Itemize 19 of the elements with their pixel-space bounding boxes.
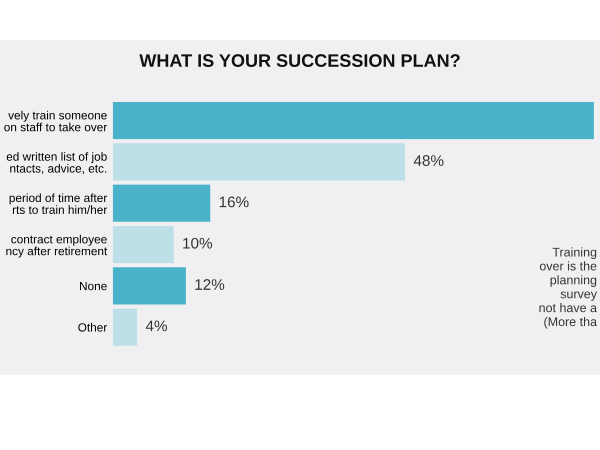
annotation: Training over is the planning survey not have a (More tha [539,247,598,329]
data-label: 10% [183,238,212,249]
bar [112,184,210,222]
bar [112,102,594,140]
bar [112,143,406,180]
bar [112,267,186,304]
y-tick-label: vely train someone on staff to take over [4,110,108,132]
chart-title: WHAT IS YOUR SUCCESSION PLAN? [139,54,460,67]
data-label: 12% [195,279,224,290]
data-label: 48% [414,155,444,166]
y-tick-label: None [80,282,107,290]
y-tick-label: Other [78,322,108,332]
data-label: 4% [146,320,168,332]
y-tick-label: ed written list of job ntacts, advice, etc. [6,152,107,174]
y-tick-label: contract employee ncy after retirement [6,234,108,258]
bar [112,308,138,346]
y-tick-label: period of time after rts to train him/her [10,193,108,214]
bar [112,226,174,264]
data-label: 16% [220,196,249,208]
